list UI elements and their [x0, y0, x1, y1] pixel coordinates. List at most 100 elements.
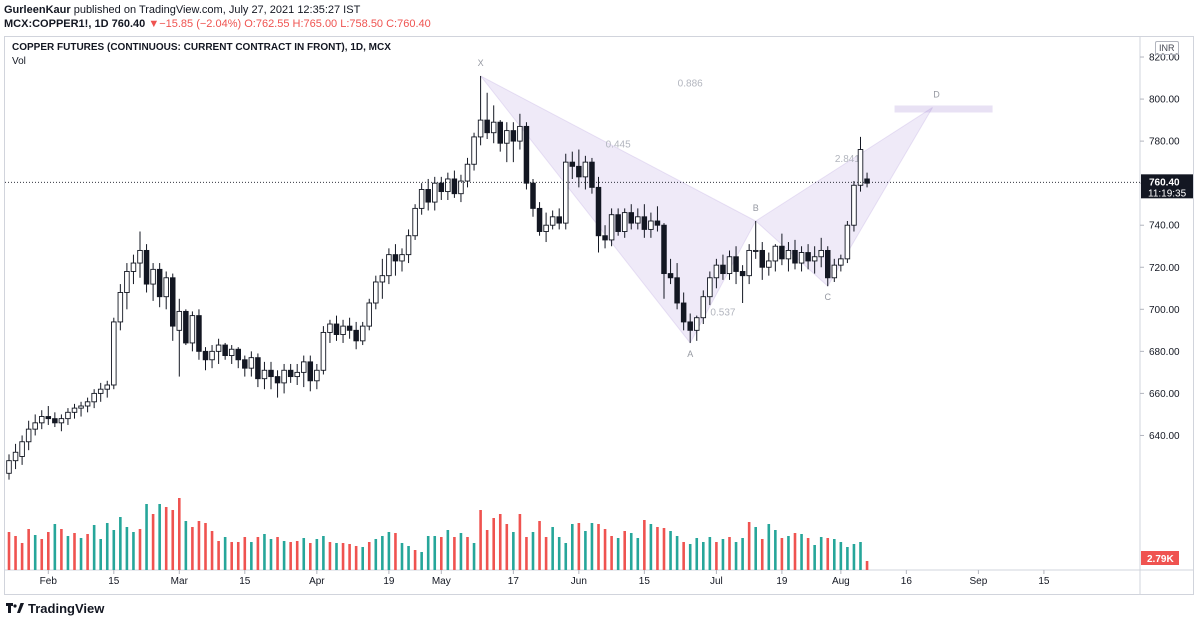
volume-bar: [105, 523, 109, 570]
volume-bar: [682, 542, 685, 570]
volume-bar: [754, 527, 757, 570]
price-tick-label: 640.00: [1149, 431, 1180, 442]
candle-body: [772, 245, 779, 262]
candle-body: [156, 268, 163, 298]
candle-body: [58, 418, 65, 424]
candle-body: [340, 325, 346, 335]
volume-bar: [381, 536, 384, 570]
pattern-triangle: [754, 107, 933, 287]
volume-bar: [813, 545, 816, 570]
volume-bar: [564, 543, 568, 570]
candle-body: [248, 357, 255, 369]
candlestick-chart[interactable]: X A B C D 0.445 0.537 0.886 2.841 640.00 660.00 680…: [0, 0, 1200, 599]
time-tick-label: Jun: [571, 576, 587, 587]
volume-bar: [354, 546, 358, 570]
volume-bar: [243, 537, 247, 570]
volume-bar: [47, 532, 50, 570]
candle-body: [648, 220, 654, 230]
volume-bar: [276, 537, 279, 570]
last-price: 760.40: [111, 18, 146, 30]
volume-bar: [164, 507, 168, 570]
volume-bar: [387, 532, 391, 570]
volume-bar: [158, 504, 161, 570]
change-value: −15.85 (−2.04%): [159, 18, 242, 30]
volume-bar: [204, 523, 207, 570]
time-tick-label: 19: [776, 576, 788, 587]
candle-body: [713, 264, 720, 279]
volume-bar: [859, 542, 862, 570]
volume-bar: [263, 534, 266, 570]
candle-body: [667, 273, 674, 279]
time-tick-label: 17: [508, 576, 520, 587]
candle-body: [346, 325, 353, 331]
candle-body: [104, 384, 110, 390]
candle-body: [674, 277, 680, 304]
candle-body: [281, 369, 287, 384]
candle-body: [490, 121, 497, 134]
volume-bar: [721, 539, 725, 570]
volume-bar: [459, 533, 463, 570]
pattern-ratio-label: 2.841: [835, 154, 860, 165]
volume-bar: [826, 538, 830, 570]
candle-body: [97, 388, 104, 394]
price-tick-label: 720.00: [1149, 263, 1180, 274]
candle-body: [471, 136, 477, 165]
volume-bar: [79, 538, 83, 570]
candle-body: [700, 296, 707, 319]
last-price-countdown: 11:19:35: [1148, 188, 1187, 199]
candle-body: [536, 207, 543, 232]
time-tick-label: Apr: [309, 576, 325, 587]
change-down-icon: ▼: [148, 18, 160, 30]
candle-body: [497, 121, 504, 144]
time-tick-label: Mar: [171, 576, 189, 587]
time-tick-label: Jul: [710, 576, 723, 587]
candle-body: [39, 416, 45, 424]
target-zone: [894, 105, 993, 113]
volume-bar: [616, 538, 620, 570]
volume-bar: [741, 538, 744, 570]
candle-body: [458, 180, 464, 195]
time-tick-label: 15: [639, 576, 651, 587]
volume-bar: [852, 544, 856, 570]
volume-bar: [151, 514, 155, 570]
volume-bar: [191, 527, 194, 570]
currency-badge[interactable]: INR: [1155, 41, 1179, 55]
candle-body: [445, 178, 451, 193]
volume-bar: [505, 524, 509, 570]
candle-body: [628, 212, 635, 224]
author-name[interactable]: GurleenKaur: [4, 4, 71, 16]
volume-bar: [525, 537, 528, 570]
volume-bar: [636, 538, 640, 570]
volume-bar: [295, 541, 299, 570]
candle-body: [779, 245, 785, 260]
volume-bar: [282, 541, 286, 570]
time-tick-label: Feb: [40, 576, 58, 587]
candle-body: [137, 249, 143, 264]
volume-bar: [407, 546, 410, 570]
pattern-point-label: C: [825, 292, 832, 302]
candle-body: [517, 125, 523, 142]
candle-body: [595, 186, 602, 237]
volume-bar: [119, 517, 122, 570]
price-tick-label: 680.00: [1149, 347, 1180, 358]
time-tick-label: 19: [383, 576, 395, 587]
candle-body: [19, 441, 25, 457]
candle-body: [523, 125, 530, 184]
published-text: published on TradingView.com, July 27, 2…: [73, 4, 361, 16]
candle-body: [301, 361, 307, 373]
chart-panel[interactable]: [4, 36, 1194, 595]
volume-bar: [394, 533, 397, 570]
volume-bar: [557, 537, 561, 570]
volume-bar: [112, 530, 116, 570]
volume-bar: [512, 532, 515, 570]
volume-bar: [256, 537, 260, 570]
candle-body: [169, 277, 176, 327]
volume-bar: [472, 543, 476, 570]
volume-bar: [649, 524, 653, 570]
candle-body: [143, 249, 150, 285]
candle-body: [379, 275, 386, 283]
candle-body: [576, 165, 582, 178]
volume-bar: [14, 536, 17, 570]
candle-body: [864, 178, 870, 184]
pattern-ratio-label: 0.445: [606, 139, 631, 150]
